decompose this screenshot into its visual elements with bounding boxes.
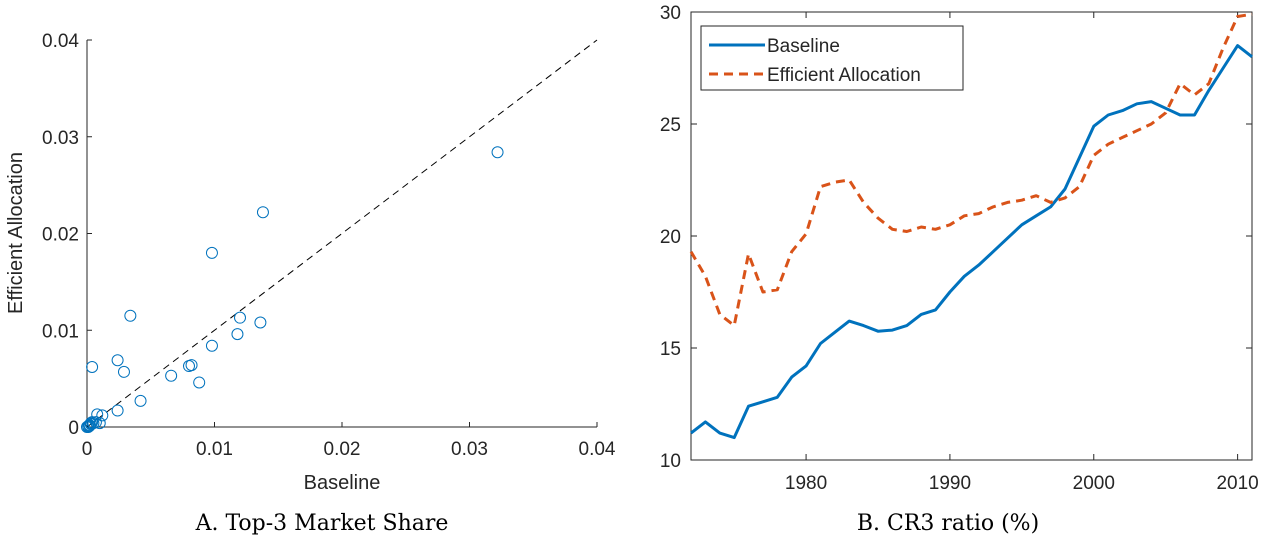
panel-a-x-tick-label: 0.03 (451, 439, 488, 460)
panel-b-y-tick-label: 25 (660, 115, 681, 136)
panel-a-x-tick-label: 0.04 (579, 439, 616, 460)
panel-b-y-tick-label: 20 (660, 227, 681, 248)
scatter-point (91, 408, 104, 421)
panel-a-y-tick-label: 0.03 (42, 128, 79, 149)
scatter-point (254, 316, 267, 329)
panel-b-x-tick-label: 1980 (785, 473, 827, 494)
legend-box (700, 25, 964, 91)
scatter-point (256, 206, 269, 219)
scatter-point (96, 409, 109, 422)
panel-a-y-tick-label: 0.04 (42, 31, 79, 52)
scatter-point (234, 311, 246, 324)
scatter-point (82, 421, 95, 433)
panel-b-y-tick-label: 30 (660, 3, 681, 24)
legend-label-efficient-allocation: Efficient Allocation (767, 65, 921, 86)
scatter-point (185, 359, 198, 372)
panel-b-series (689, 12, 1253, 440)
panel-a-y-tick-label: 0 (68, 418, 79, 439)
panel-a-scatter: 0 0.01 0.02 0.03 0.04 0 0.01 0.02 0.03 0.04 Basel… (5, 31, 616, 536)
scatter-point (86, 361, 99, 374)
panel-b-x-tick-label: 2010 (1216, 473, 1258, 494)
scatter-point (134, 394, 147, 407)
scatter-point (231, 328, 244, 341)
panel-a-x-axis-label: Baseline (304, 472, 381, 494)
panel-b-y-tick-label: 10 (660, 451, 681, 472)
panel-a-x-tick-label: 0.02 (324, 439, 361, 460)
panel-a-ticks: 0 0.01 0.02 0.03 0.04 0 0.01 0.02 0.03 0.04 (42, 31, 616, 460)
panel-b-x-tick-label: 1990 (929, 473, 971, 494)
panel-a-y-axis-label: Efficient Allocation (5, 152, 27, 314)
panel-a-points (81, 146, 504, 433)
scatter-point (124, 309, 137, 322)
panel-b-caption: B. CR3 ratio (%) (857, 511, 1039, 536)
scatter-point (205, 246, 218, 259)
panel-a-y-tick-label: 0.02 (42, 225, 79, 246)
panel-a-x-tick-label: 0 (82, 439, 93, 460)
scatter-point (111, 404, 124, 417)
panel-b-x-tick-label: 2000 (1073, 473, 1115, 494)
panel-a-caption: A. Top-3 Market Share (195, 511, 449, 536)
scatter-point (165, 369, 178, 382)
scatter-point (491, 146, 504, 159)
scatter-point (84, 417, 97, 430)
series-line-baseline (690, 44, 1253, 440)
panel-a-y-tick-label: 0.01 (42, 321, 79, 342)
panel-b-legend: Baseline Efficient Allocation (700, 25, 964, 91)
scatter-point (205, 339, 218, 352)
panel-a-x-tick-label: 0.01 (196, 439, 233, 460)
panel-b-y-tick-label: 15 (660, 339, 681, 360)
scatter-point (117, 365, 130, 378)
scatter-point (111, 354, 124, 367)
legend-label-baseline: Baseline (767, 36, 840, 57)
scatter-point (193, 376, 206, 389)
panel-a-reference-line (86, 39, 598, 428)
